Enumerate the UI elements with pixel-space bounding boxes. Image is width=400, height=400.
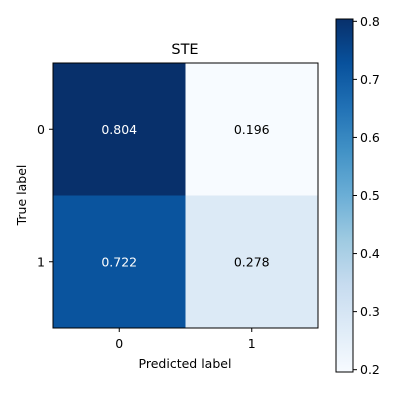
colorbar-tick-label: 0.7 — [360, 72, 380, 87]
colorbar-tick-label: 0.8 — [360, 14, 380, 29]
colorbar — [335, 18, 354, 373]
cell-value-label: 0.278 — [234, 254, 270, 269]
y-axis-label: True label — [14, 165, 29, 227]
colorbar-tick-label: 0.5 — [360, 188, 380, 203]
y-tick-label: 0 — [37, 122, 45, 137]
heatmap-cell — [53, 63, 186, 196]
heatmap-cell — [53, 195, 186, 328]
cell-value-label: 0.196 — [234, 122, 270, 137]
colorbar-ticks: 0.2 0.3 0.4 0.5 0.6 0.7 0.8 — [353, 14, 380, 377]
colorbar-tick-label: 0.2 — [360, 362, 380, 377]
heatmap-cell — [185, 195, 318, 328]
cell-value-labels: 0.804 0.196 0.722 0.278 — [101, 122, 269, 270]
cell-value-label: 0.804 — [101, 122, 137, 137]
colorbar-tick-label: 0.6 — [360, 130, 380, 145]
cell-value-label: 0.722 — [101, 254, 137, 269]
plot-frame — [52, 62, 319, 329]
x-tick-label: 1 — [248, 336, 256, 351]
x-axis-label: Predicted label — [139, 356, 232, 371]
y-tick-label: 1 — [37, 254, 45, 269]
colorbar-tick-label: 0.4 — [360, 246, 380, 261]
heatmap-cells — [53, 63, 318, 328]
heatmap-cell — [185, 63, 318, 196]
axis-ticks: 0 1 0 1 — [37, 122, 256, 351]
x-tick-label: 0 — [115, 336, 123, 351]
colorbar-tick-label: 0.3 — [360, 304, 380, 319]
chart-title: STE — [171, 42, 198, 58]
